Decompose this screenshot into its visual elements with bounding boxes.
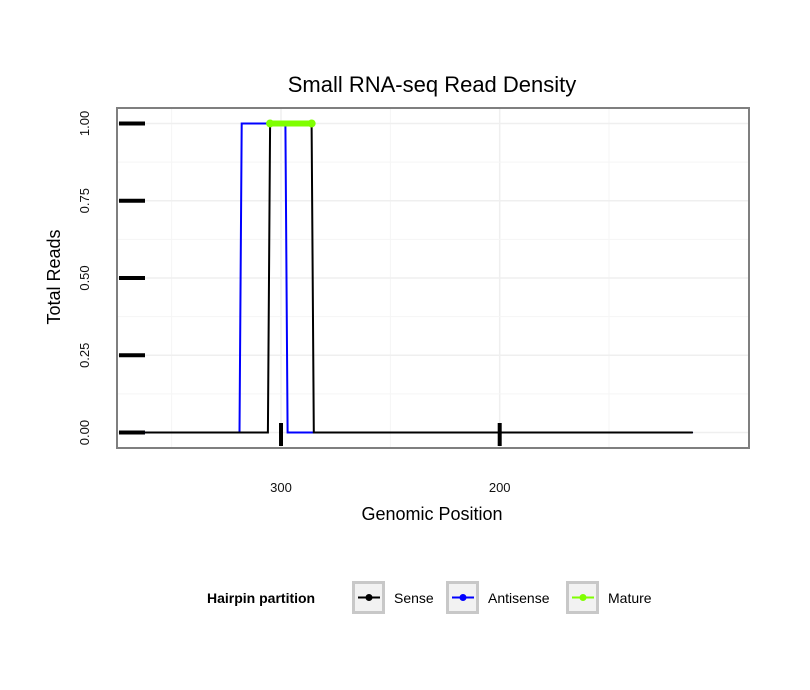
y-tick-label: 1.00 xyxy=(77,111,92,136)
y-tick-label: 0.50 xyxy=(77,265,92,290)
legend-label-mature: Mature xyxy=(608,590,652,606)
y-tick-label: 0.25 xyxy=(77,343,92,368)
legend-key-point xyxy=(579,594,587,601)
x-tick-label: 200 xyxy=(489,480,511,495)
legend-key-point xyxy=(365,594,373,601)
legend-title: Hairpin partition xyxy=(207,590,315,606)
series-line-antisense xyxy=(144,122,694,434)
series-line-sense xyxy=(144,122,694,434)
legend-key-point xyxy=(459,594,467,601)
series-point-mature xyxy=(266,119,275,128)
x-axis: 300 200 xyxy=(270,423,511,495)
chart-title: Small RNA-seq Read Density xyxy=(288,72,577,97)
panel-border xyxy=(116,107,750,449)
panel-grid xyxy=(117,108,749,448)
y-tick-label: 0.00 xyxy=(77,420,92,445)
plot-series xyxy=(144,119,694,434)
x-tick-label: 300 xyxy=(270,480,292,495)
legend: Hairpin partition Sense Antisense Mature xyxy=(207,581,652,614)
legend-label-antisense: Antisense xyxy=(488,590,550,606)
legend-label-sense: Sense xyxy=(394,590,434,606)
y-tick-label: 0.75 xyxy=(77,188,92,213)
y-axis-title: Total Reads xyxy=(44,229,64,324)
series-point-mature xyxy=(307,119,316,128)
x-axis-title: Genomic Position xyxy=(361,504,502,524)
y-axis: 0.00 0.25 0.50 0.75 1.00 xyxy=(77,111,145,445)
